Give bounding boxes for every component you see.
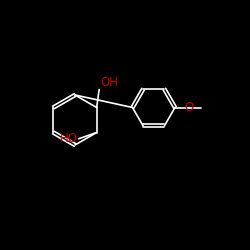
Text: OH: OH xyxy=(100,76,118,89)
Text: HO: HO xyxy=(60,132,78,145)
Text: O: O xyxy=(184,101,194,114)
